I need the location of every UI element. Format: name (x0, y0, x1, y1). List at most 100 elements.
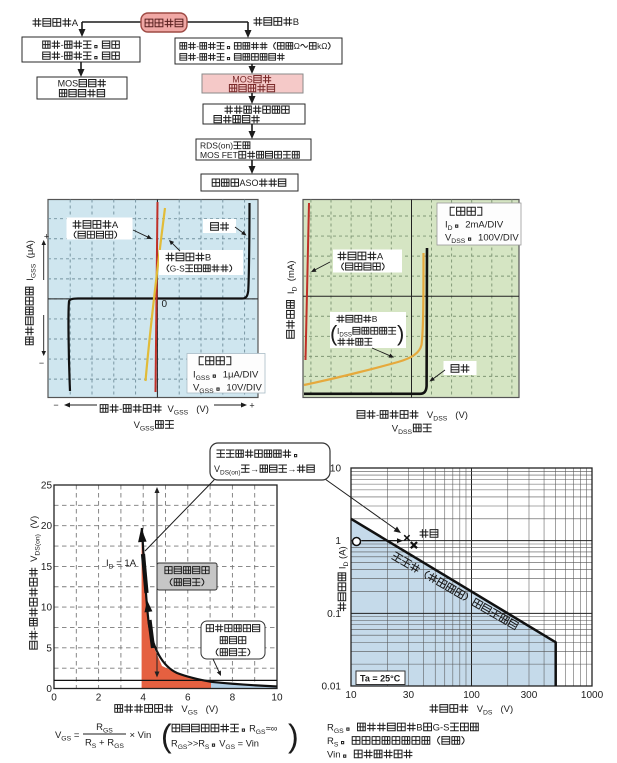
svg-text:V: V (445, 233, 452, 244)
svg-text:+ R: + R (96, 738, 114, 749)
svg-text:I: I (337, 326, 339, 336)
svg-text:R: R (85, 738, 92, 749)
svg-text:I: I (286, 291, 297, 299)
svg-text:I: I (193, 370, 196, 381)
svg-text:V: V (419, 410, 434, 421)
svg-text:(: ( (330, 321, 338, 346)
svg-text:GS: GS (334, 728, 344, 735)
svg-text:(mA): (mA) (286, 261, 297, 287)
svg-text:GSS: GSS (199, 388, 214, 395)
svg-text:(V): (V) (198, 704, 219, 715)
svg-text:B: B (293, 17, 299, 28)
svg-text:10: 10 (271, 693, 283, 704)
svg-text:-: - (196, 42, 199, 51)
svg-text:I: I (106, 558, 109, 569)
svg-text:G-S: G-S (433, 723, 450, 734)
svg-text:25: 25 (41, 481, 53, 492)
svg-text:V: V (55, 730, 62, 741)
svg-text:ASO: ASO (240, 178, 259, 188)
svg-text:D: D (109, 563, 114, 570)
svg-text:GSS: GSS (30, 263, 37, 278)
svg-text:D: D (448, 225, 453, 232)
svg-text:Ta = 25°C: Ta = 25°C (360, 674, 401, 684)
svg-text:GSS: GSS (196, 375, 211, 382)
svg-text:V: V (214, 464, 220, 474)
svg-text:GSS: GSS (174, 409, 189, 416)
svg-text:-: - (376, 410, 379, 421)
svg-text:S: S (205, 744, 210, 751)
svg-text:10V/DIV: 10V/DIV (224, 383, 263, 394)
svg-text:MOS: MOS (232, 75, 253, 85)
svg-text:=: = (71, 730, 80, 741)
svg-text:5: 5 (46, 643, 52, 654)
svg-text:V: V (29, 555, 40, 567)
svg-text:DSS: DSS (398, 429, 412, 436)
svg-text:15: 15 (41, 562, 53, 573)
svg-text:G-S: G-S (170, 264, 185, 274)
svg-text:(V): (V) (447, 410, 468, 421)
svg-text:0: 0 (162, 299, 168, 310)
svg-text:2: 2 (96, 693, 102, 704)
svg-text:Vin: Vin (327, 750, 341, 761)
svg-text:R: R (327, 736, 334, 747)
svg-text:V: V (392, 424, 399, 435)
svg-text:0.01: 0.01 (322, 682, 342, 693)
svg-text:I: I (338, 567, 349, 572)
svg-text:30: 30 (403, 690, 415, 701)
svg-text:S: S (92, 743, 97, 750)
svg-text:Ω: Ω (294, 42, 300, 51)
svg-text:1μA/DIV: 1μA/DIV (220, 370, 259, 381)
svg-text:6: 6 (185, 693, 191, 704)
svg-text:→: → (287, 464, 296, 474)
svg-text:4: 4 (140, 693, 146, 704)
svg-text:1000: 1000 (581, 690, 604, 701)
svg-text:20: 20 (41, 521, 53, 532)
svg-text:GS: GS (256, 729, 266, 736)
svg-text:V: V (193, 383, 200, 394)
svg-text:100: 100 (463, 690, 480, 701)
svg-text:DSS: DSS (339, 331, 352, 338)
svg-text:+: + (44, 232, 49, 242)
svg-text:B: B (416, 723, 422, 734)
svg-text:≈∞: ≈∞ (266, 724, 278, 734)
svg-text:I: I (25, 278, 36, 286)
svg-text:-: - (196, 53, 199, 62)
svg-text:−: − (39, 358, 44, 368)
svg-text:GS: GS (61, 735, 71, 742)
svg-text:>>R: >>R (187, 739, 205, 749)
svg-text:(A): (A) (338, 546, 349, 561)
svg-text:10: 10 (41, 603, 53, 614)
svg-text:= Vin: = Vin (235, 739, 259, 749)
svg-text:GS: GS (178, 744, 188, 751)
svg-text:0.1: 0.1 (327, 609, 341, 620)
svg-text:A: A (72, 18, 79, 29)
svg-text:100V/DIV: 100V/DIV (475, 233, 519, 244)
svg-text:DSS: DSS (451, 238, 465, 245)
svg-text:): ) (397, 321, 404, 346)
svg-text:300: 300 (521, 690, 538, 701)
svg-text:-: - (29, 627, 40, 630)
svg-text:10: 10 (330, 464, 342, 475)
svg-text:× Vin: × Vin (130, 730, 152, 741)
svg-text:0: 0 (51, 693, 57, 704)
svg-text:GS: GS (188, 709, 198, 716)
svg-text:(V): (V) (188, 404, 209, 415)
svg-text:B: B (372, 314, 378, 324)
svg-text:R: R (171, 739, 178, 749)
svg-text:V: V (174, 704, 189, 715)
svg-text:B: B (205, 253, 211, 264)
svg-text:(V): (V) (29, 516, 40, 534)
svg-text:-: - (61, 40, 64, 50)
svg-text:GS: GS (103, 727, 113, 734)
svg-text:): ) (288, 718, 299, 754)
svg-text:V: V (162, 404, 174, 415)
svg-text:GS: GS (225, 744, 235, 751)
svg-text:A: A (112, 220, 119, 231)
svg-text:2mA/DIV: 2mA/DIV (463, 220, 504, 231)
svg-text:DS(on): DS(on) (34, 534, 41, 556)
svg-text:R: R (249, 724, 256, 734)
svg-text:0: 0 (46, 684, 52, 695)
svg-text:RDS(on): RDS(on) (200, 141, 233, 151)
svg-text:A: A (377, 252, 384, 263)
svg-text:V: V (469, 704, 484, 715)
